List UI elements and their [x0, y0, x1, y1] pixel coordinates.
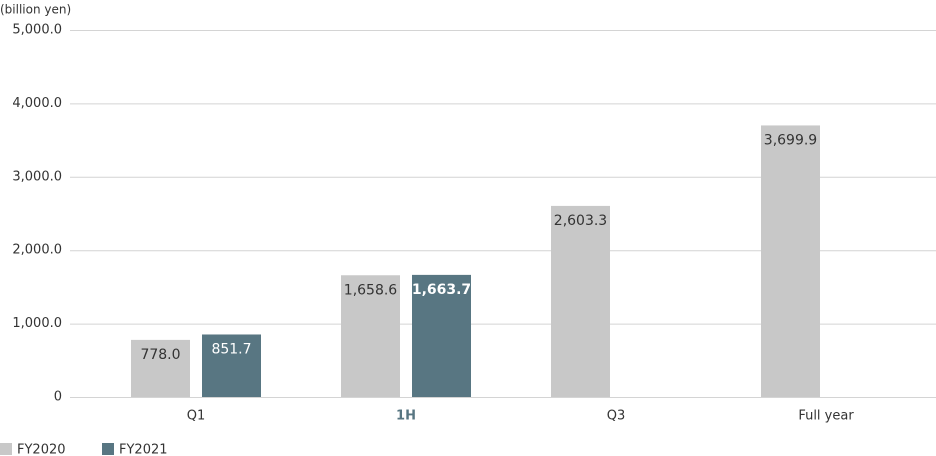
x-tick-label: 1H	[396, 409, 416, 424]
y-tick-label: 4,000.0	[12, 96, 62, 111]
data-label: 1,663.7	[412, 282, 471, 298]
legend-label: FY2021	[119, 443, 168, 456]
data-label: 851.7	[211, 341, 251, 357]
data-label: 3,699.9	[764, 132, 817, 148]
y-tick-label: 2,000.0	[12, 243, 62, 258]
bar	[341, 275, 400, 397]
bar	[412, 274, 471, 397]
legend-swatch	[0, 443, 12, 455]
x-tick-label: Q3	[607, 409, 626, 424]
bar	[131, 339, 190, 397]
x-tick-label: Full year	[798, 409, 854, 424]
legend-label: FY2020	[17, 443, 66, 456]
legend-swatch	[102, 443, 114, 455]
y-axis-label: (billion yen)	[0, 3, 71, 17]
y-tick-label: 3,000.0	[12, 169, 62, 184]
y-tick-label: 1,000.0	[12, 316, 62, 331]
y-tick-label: 5,000.0	[12, 23, 62, 38]
bar	[202, 334, 261, 397]
data-label: 2,603.3	[554, 213, 607, 229]
x-tick-label: Q1	[187, 409, 206, 424]
data-label: 778.0	[140, 347, 180, 363]
bar	[761, 125, 820, 397]
y-tick-label: 0	[54, 390, 62, 405]
bar	[551, 205, 610, 397]
data-label: 1,658.6	[344, 282, 398, 298]
